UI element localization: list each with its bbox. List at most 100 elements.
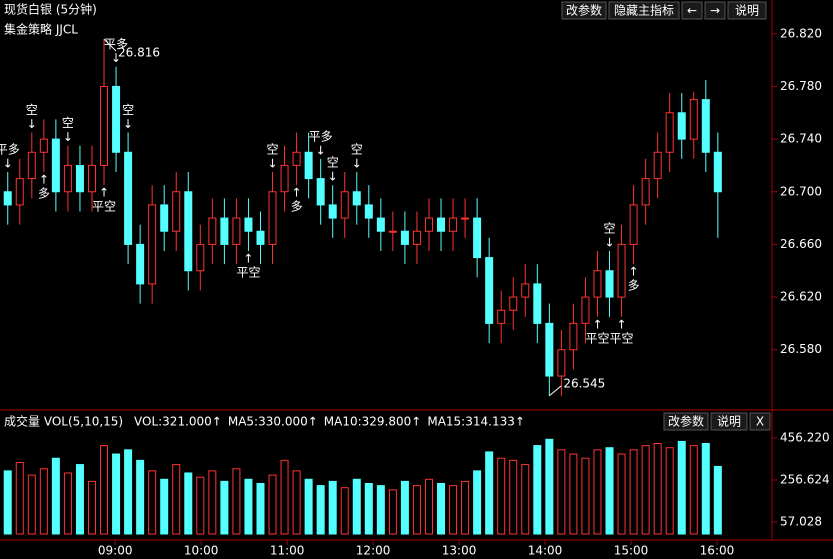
signal-label: 平空	[92, 200, 116, 214]
candle-body	[629, 204, 638, 245]
button[interactable]	[749, 412, 771, 431]
signal-label: 空	[26, 103, 38, 117]
candle-body	[292, 151, 301, 166]
button[interactable]	[710, 412, 748, 431]
y-tick-label: 26.700	[780, 184, 822, 198]
volume-bar	[449, 485, 458, 535]
max-label: 26.816	[118, 46, 160, 60]
candle-body	[63, 164, 72, 193]
volume-bar	[316, 485, 325, 535]
volume-bar	[605, 447, 614, 535]
signal-label: 多	[628, 279, 640, 293]
legend-entry: VOL:321.000↑	[134, 415, 222, 429]
candle-body	[352, 191, 361, 206]
volume-bar	[509, 459, 518, 535]
volume-bar	[617, 453, 626, 535]
candle-body	[424, 217, 433, 232]
candle-body	[15, 178, 24, 206]
candle-body	[304, 151, 313, 180]
x-tick-label: 11:00	[270, 544, 305, 558]
button[interactable]	[681, 1, 703, 20]
volume-bar	[557, 449, 566, 535]
button-label[interactable]: 说明	[717, 414, 741, 429]
signal-label: 平空	[236, 265, 260, 279]
button[interactable]	[561, 1, 607, 20]
candle-body	[100, 85, 109, 166]
legend-entry: MA5:330.000↑	[228, 415, 318, 429]
signal-arrow: ↓	[328, 170, 338, 184]
button-label[interactable]: 改参数	[668, 414, 704, 429]
volume-bar	[412, 485, 421, 535]
volume-bar	[232, 468, 241, 535]
button-label[interactable]: 说明	[735, 3, 759, 18]
button-label[interactable]: 改参数	[566, 3, 602, 18]
x-tick-label: 09:00	[98, 544, 133, 558]
signal-label: 空	[351, 143, 363, 157]
button[interactable]	[608, 1, 680, 20]
candle-body	[124, 151, 133, 245]
volume-bar	[39, 468, 48, 535]
candle-body	[605, 270, 614, 298]
candle-body	[136, 243, 145, 285]
candle-body	[39, 138, 48, 153]
candle-body	[545, 322, 554, 377]
min-label: 26.545	[563, 376, 605, 390]
volume-bar	[701, 443, 710, 535]
candle-body	[328, 204, 337, 219]
x-tick-label: 15:00	[614, 544, 649, 558]
candle-body	[196, 243, 205, 272]
signal-arrow: ↓	[123, 117, 133, 131]
volume-bar	[304, 478, 313, 535]
signal-label: 多	[291, 200, 303, 214]
volume-bar	[196, 476, 205, 535]
volume-bar	[63, 472, 72, 535]
legend-entry: MA10:329.800↑	[324, 415, 422, 429]
button[interactable]	[727, 1, 767, 20]
candle-body	[280, 164, 289, 193]
candle-body	[172, 191, 181, 232]
x-tick-label: 14:00	[528, 544, 563, 558]
button-label[interactable]: ←	[687, 4, 697, 18]
button[interactable]	[704, 1, 726, 20]
signal-label: 空	[62, 116, 74, 130]
candle-body	[497, 309, 506, 324]
volume-bar	[244, 478, 253, 535]
candle-body	[412, 230, 421, 245]
candle-body	[87, 164, 96, 193]
signal-label: 空	[327, 156, 339, 170]
extreme-pointer	[103, 38, 117, 52]
volume-bar	[497, 457, 506, 535]
candle-body	[160, 204, 169, 232]
volume-bar	[256, 482, 265, 535]
extreme-pointer	[549, 385, 562, 397]
candle-body	[581, 296, 590, 324]
candle-body	[569, 322, 578, 351]
volume-bar	[172, 464, 181, 535]
candle-body	[521, 283, 530, 298]
candle-body	[256, 230, 265, 245]
button[interactable]	[663, 412, 709, 431]
candle-body	[268, 191, 277, 245]
x-tick-label: 10:00	[184, 544, 219, 558]
button-label[interactable]: 隐藏主指标	[614, 3, 674, 18]
volume-bar	[376, 485, 385, 535]
chart-title: 现货白银 (5分钟)	[4, 2, 97, 17]
button-label[interactable]: →	[710, 4, 720, 18]
candle-body	[461, 217, 470, 220]
volume-bar	[713, 465, 722, 535]
volume-bar	[593, 449, 602, 535]
signal-arrow: ↓	[316, 143, 326, 157]
volume-bar	[689, 445, 698, 535]
candle-body	[75, 164, 84, 193]
y-tick-label: 256.624	[780, 472, 830, 486]
candle-body	[51, 138, 60, 193]
candle-body	[473, 217, 482, 259]
signal-arrow: ↑	[39, 173, 49, 187]
volume-bar	[400, 480, 409, 535]
legend-entry: MA15:314.133↑	[427, 415, 525, 429]
candle-body	[148, 204, 157, 285]
button-label[interactable]: X	[756, 415, 764, 429]
signal-arrow: ↑	[292, 186, 302, 200]
candle-body	[232, 217, 241, 245]
